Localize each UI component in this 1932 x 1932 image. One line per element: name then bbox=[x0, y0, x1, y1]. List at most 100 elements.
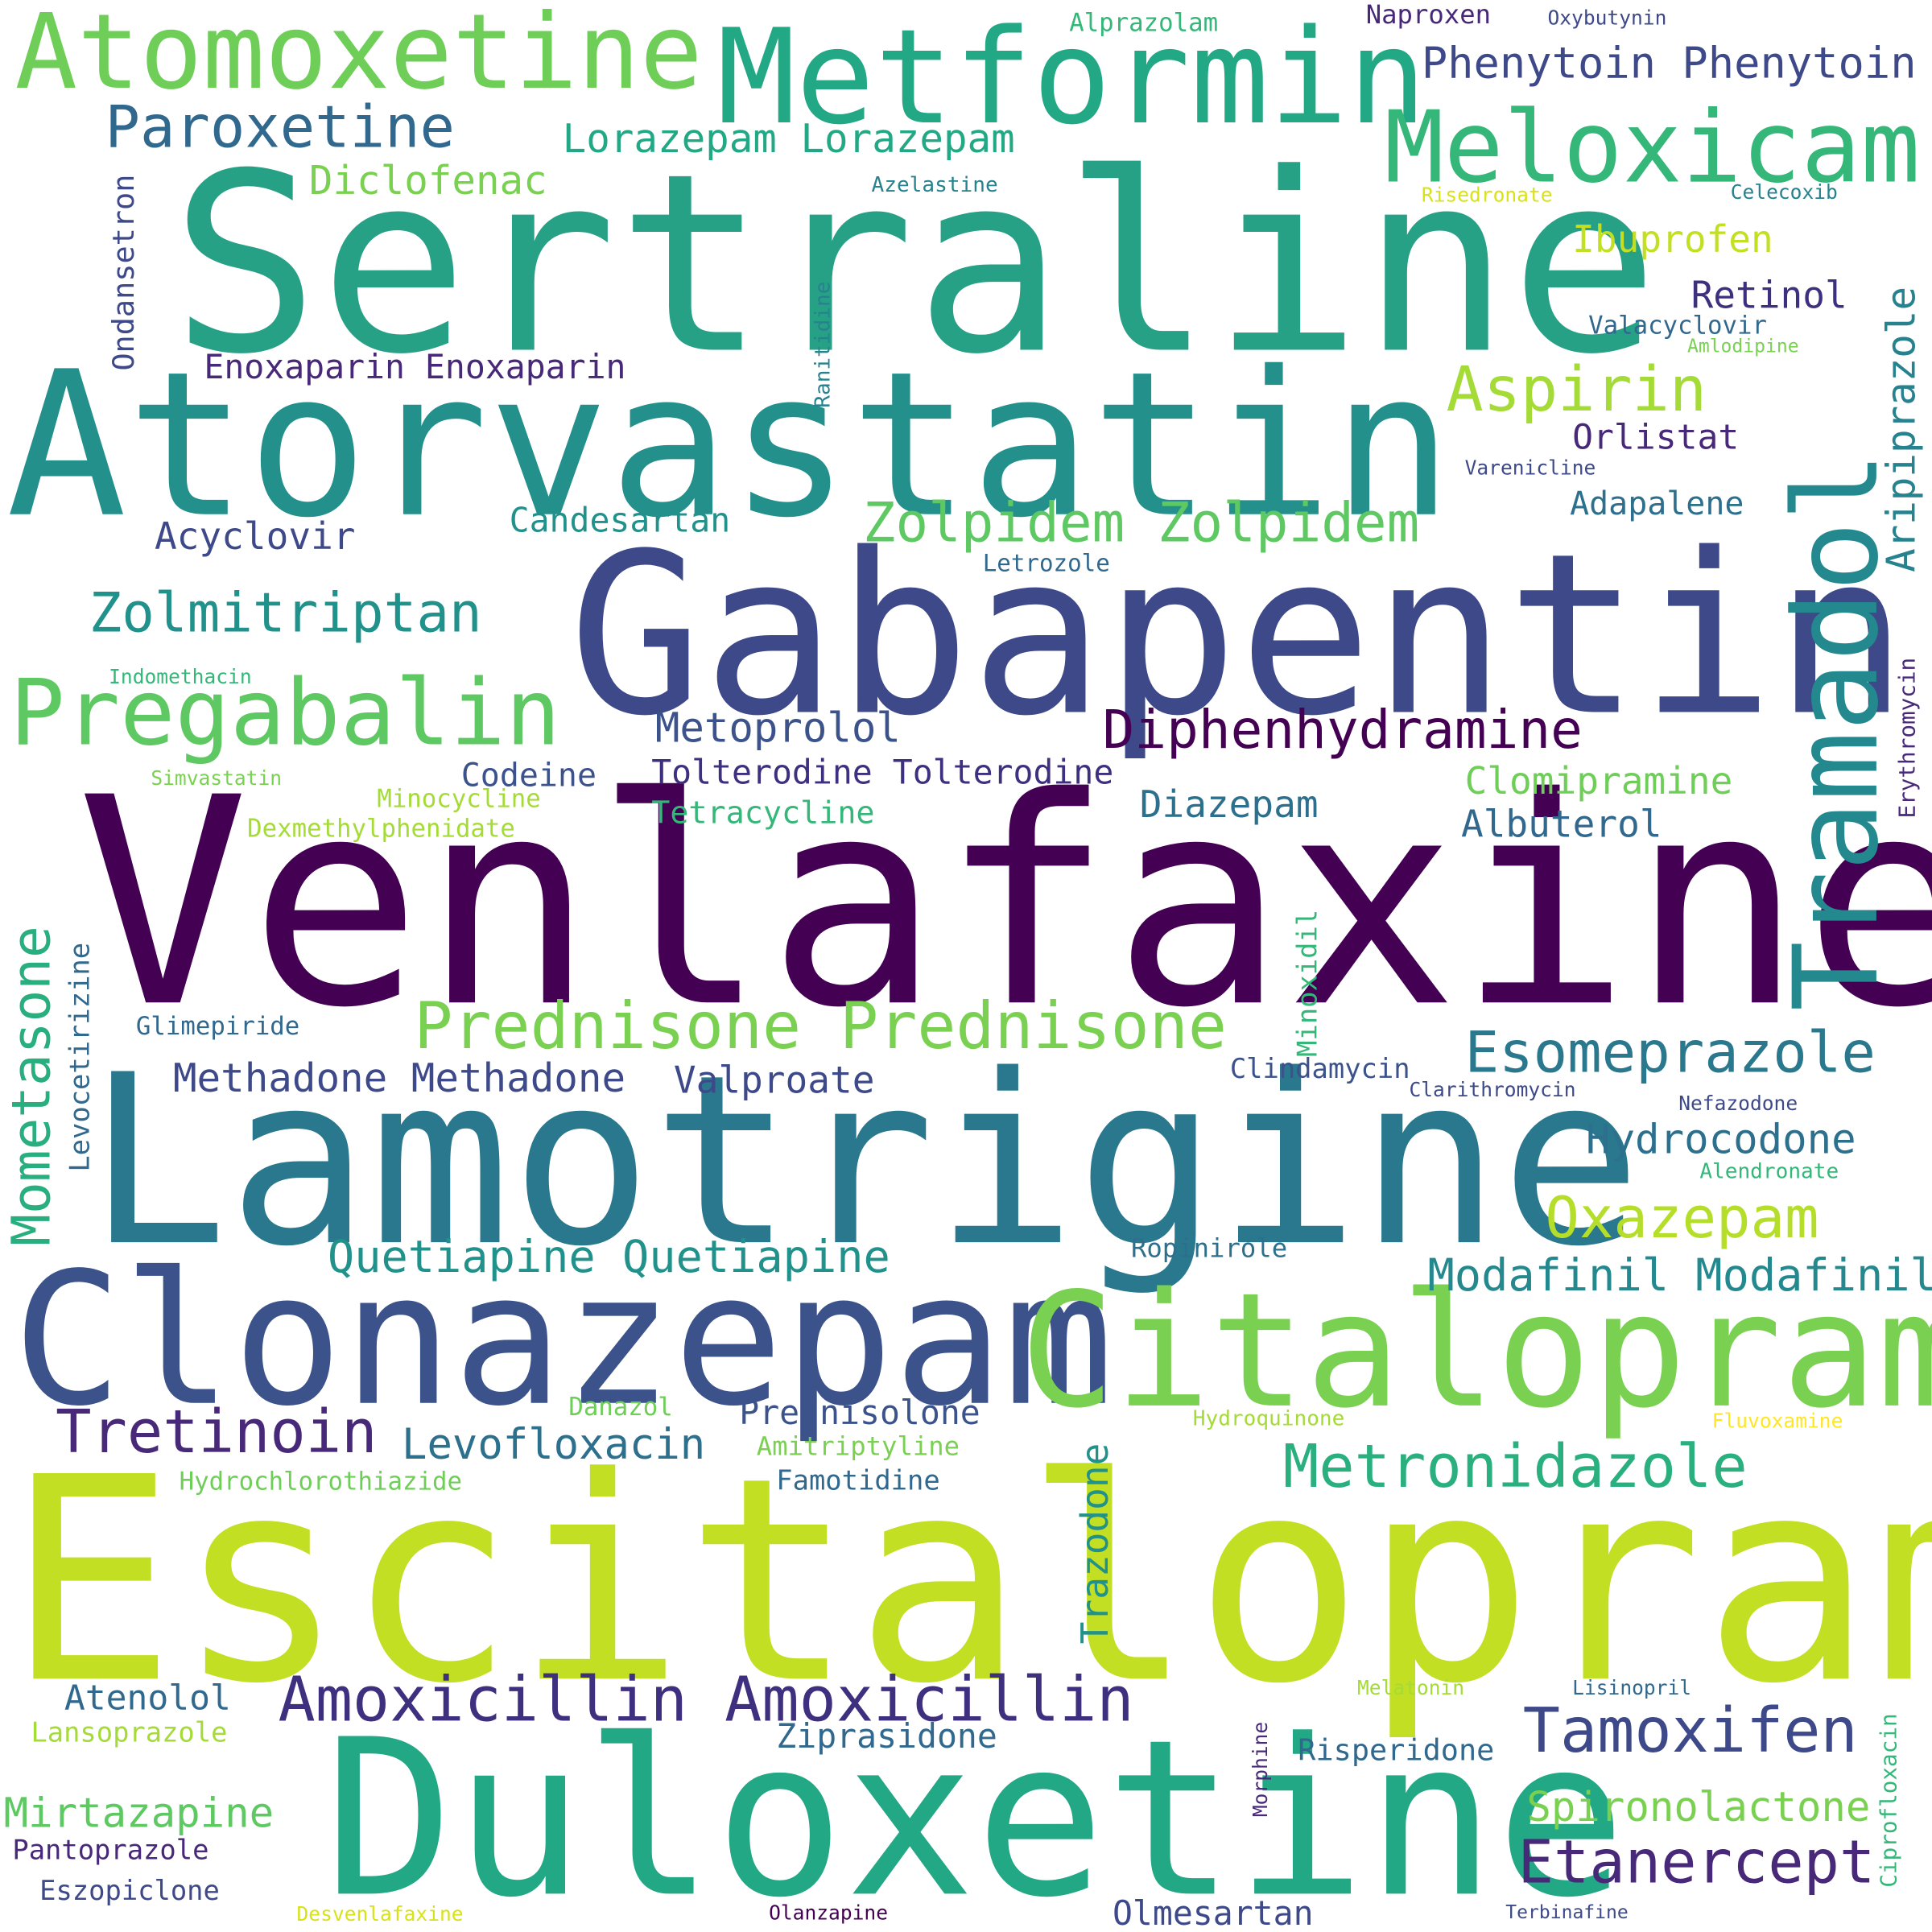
word-danazol: Danazol bbox=[568, 1391, 673, 1422]
word-aspirin: Aspirin bbox=[1446, 353, 1707, 426]
word-eszopiclone: Eszopiclone bbox=[39, 1876, 220, 1908]
word-tetracycline: Tetracycline bbox=[651, 795, 875, 831]
word-ziprasidone: Ziprasidone bbox=[776, 1718, 997, 1757]
word-glimepiride: Glimepiride bbox=[135, 1011, 300, 1041]
word-sertraline: Sertraline bbox=[170, 121, 1659, 410]
word-diclofenac: Diclofenac bbox=[308, 157, 547, 204]
word-minoxidil: Minoxidil bbox=[1293, 909, 1324, 1057]
word-metronidazole: Metronidazole bbox=[1282, 1432, 1748, 1502]
word-pantoprazole: Pantoprazole bbox=[12, 1835, 209, 1867]
word-mometasone: Mometasone bbox=[1, 926, 64, 1246]
word-escitalopram: Escitalopram bbox=[6, 1416, 1932, 1746]
word-ranitidine: Ranitidine bbox=[811, 281, 836, 408]
word-tamoxifen: Tamoxifen bbox=[1522, 1695, 1858, 1767]
word-atorvastatin: Atorvastatin bbox=[6, 329, 1453, 563]
word-retinol: Retinol bbox=[1690, 274, 1847, 318]
word-acyclovir: Acyclovir bbox=[154, 515, 356, 559]
word-celecoxib: Celecoxib bbox=[1730, 180, 1838, 204]
word-risperidone: Risperidone bbox=[1298, 1732, 1495, 1768]
word-lisinopril: Lisinopril bbox=[1572, 1676, 1692, 1700]
word-minocycline: Minocycline bbox=[377, 783, 541, 814]
word-olanzapine: Olanzapine bbox=[769, 1901, 888, 1925]
word-candesartan: Candesartan bbox=[509, 502, 731, 541]
word-levocetirizine: Levocetirizine bbox=[65, 942, 97, 1172]
word-duloxetine: Duloxetine bbox=[324, 1695, 1627, 1932]
word-valproate: Valproate bbox=[673, 1059, 875, 1103]
word-olmesartan: Olmesartan bbox=[1112, 1894, 1314, 1932]
word-nefazodone: Nefazodone bbox=[1678, 1091, 1798, 1116]
word-methadone: Methadone Methadone bbox=[172, 1054, 626, 1102]
word-quetiapine: Quetiapine Quetiapine bbox=[327, 1232, 890, 1283]
word-diphenhydramine: Diphenhydramine bbox=[1102, 700, 1583, 762]
word-zolpidem: Zolpidem Zolpidem bbox=[862, 492, 1420, 555]
word-hydroquinone: Hydroquinone bbox=[1192, 1406, 1345, 1432]
word-metoprolol: Metoprolol bbox=[654, 703, 901, 752]
word-levofloxacin: Levofloxacin bbox=[402, 1420, 706, 1470]
word-lorazepam: Lorazepam Lorazepam bbox=[562, 114, 1015, 163]
word-etanercept: Etanercept bbox=[1517, 1828, 1876, 1897]
word-modafinil: Modafinil Modafinil bbox=[1427, 1250, 1932, 1302]
word-alprazolam: Alprazolam bbox=[1069, 7, 1219, 38]
word-fluvoxamine: Fluvoxamine bbox=[1711, 1409, 1843, 1433]
word-adapalene: Adapalene bbox=[1570, 485, 1744, 523]
word-amoxicillin: Amoxicillin Amoxicillin bbox=[278, 1663, 1134, 1736]
word-valacyclovir: Valacyclovir bbox=[1588, 310, 1767, 341]
word-desvenlafaxine: Desvenlafaxine bbox=[296, 1902, 464, 1926]
word-diazepam: Diazepam bbox=[1139, 783, 1319, 828]
word-ropinirole: Ropinirole bbox=[1130, 1233, 1288, 1264]
word-prednisone: Prednisone Prednisone bbox=[414, 989, 1227, 1065]
word-paroxetine: Paroxetine bbox=[105, 93, 456, 163]
word-zolmitriptan: Zolmitriptan bbox=[89, 582, 482, 646]
word-mirtazapine: Mirtazapine bbox=[3, 1788, 275, 1837]
word-oxazepam: Oxazepam bbox=[1545, 1184, 1819, 1251]
word-risedronate: Risedronate bbox=[1421, 183, 1553, 207]
word-amitriptyline: Amitriptyline bbox=[756, 1431, 960, 1461]
word-aripiprazole: Aripiprazole bbox=[1877, 286, 1925, 572]
word-erythromycin: Erythromycin bbox=[1894, 657, 1922, 819]
word-simvastatin: Simvastatin bbox=[151, 766, 283, 791]
word-hydrocodone: Hydrocodone bbox=[1586, 1115, 1856, 1163]
word-spironolactone: Spironolactone bbox=[1526, 1782, 1871, 1831]
word-alendronate: Alendronate bbox=[1699, 1159, 1839, 1185]
word-esomeprazole: Esomeprazole bbox=[1464, 1018, 1876, 1086]
word-enoxaparin: Enoxaparin Enoxaparin bbox=[204, 349, 626, 387]
word-azelastine: Azelastine bbox=[871, 172, 998, 198]
word-ciprofloxacin: Ciprofloxacin bbox=[1876, 1713, 1903, 1888]
word-clarithromycin: Clarithromycin bbox=[1409, 1077, 1576, 1102]
word-orlistat: Orlistat bbox=[1572, 416, 1740, 458]
word-ibuprofen: Ibuprofen bbox=[1572, 218, 1773, 262]
word-atenolol: Atenolol bbox=[64, 1677, 231, 1719]
word-pregabalin: Pregabalin bbox=[10, 659, 561, 767]
word-prednisolone: Prednisolone bbox=[739, 1394, 980, 1433]
word-amlodipine: Amlodipine bbox=[1686, 335, 1799, 357]
word-letrozole: Letrozole bbox=[982, 550, 1110, 578]
word-lamotrigine: Lamotrigine bbox=[86, 1024, 1642, 1298]
word-morphine: Morphine bbox=[1248, 1721, 1273, 1818]
word-oxybutynin: Oxybutynin bbox=[1547, 6, 1667, 30]
word-ondansetron: Ondansetron bbox=[106, 174, 142, 371]
word-citalopram: Citalopram bbox=[1019, 1259, 1932, 1444]
word-dexmethylphenidate: Dexmethylphenidate bbox=[247, 813, 515, 844]
word-hydrochlorothiazide: Hydrochlorothiazide bbox=[179, 1466, 462, 1496]
word-venlafaxine: Venlafaxine bbox=[76, 737, 1932, 1071]
word-albuterol: Albuterol bbox=[1460, 803, 1662, 847]
word-atomoxetine: Atomoxetine bbox=[14, 0, 703, 113]
word-codeine: Codeine bbox=[460, 758, 597, 795]
word-phenytoin: Phenytoin Phenytoin bbox=[1421, 39, 1917, 89]
word-clindamycin: Clindamycin bbox=[1229, 1054, 1410, 1086]
word-trazodone: Trazodone bbox=[1074, 1443, 1118, 1645]
word-clonazepam: Clonazepam bbox=[12, 1233, 1114, 1447]
word-terbinafine: Terbinafine bbox=[1505, 1901, 1629, 1924]
word-meloxicam: Meloxicam bbox=[1384, 90, 1921, 205]
word-clomipramine: Clomipramine bbox=[1464, 760, 1733, 804]
word-varenicline: Varenicline bbox=[1464, 456, 1596, 480]
word-melatonin: Melatonin bbox=[1356, 1676, 1465, 1700]
word-tretinoin: Tretinoin bbox=[56, 1397, 378, 1468]
word-metformin: Metformin bbox=[716, 1, 1427, 154]
word-gabapentin: Gabapentin bbox=[568, 506, 1909, 766]
word-naproxen: Naproxen bbox=[1365, 0, 1492, 30]
word-tolterodine: Tolterodine Tolterodine bbox=[651, 753, 1114, 793]
word-lansoprazole: Lansoprazole bbox=[31, 1718, 228, 1749]
word-famotidine: Famotidine bbox=[776, 1466, 940, 1497]
